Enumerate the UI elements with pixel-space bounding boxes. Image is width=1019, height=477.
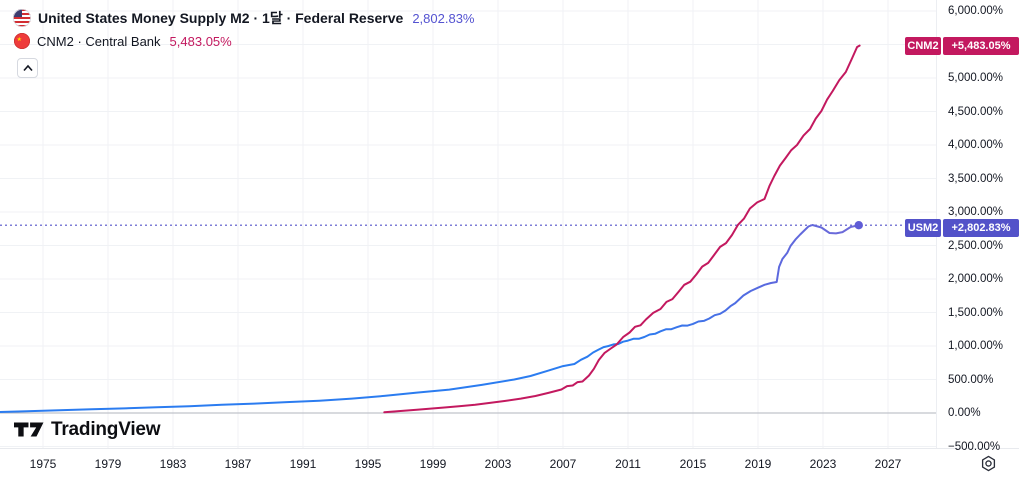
time-axis-border	[0, 448, 1019, 449]
series-value-usm2: 2,802.83%	[412, 10, 475, 26]
usm2-badge-value: +2,802.83%	[943, 219, 1019, 238]
time-axis-label: 1979	[94, 457, 122, 471]
time-axis-label: 1983	[159, 457, 187, 471]
series-title-usm2: United States Money Supply M2 · 1달 · Fed…	[38, 10, 404, 26]
time-axis-label: 2015	[679, 457, 707, 471]
time-axis-label: 1995	[354, 457, 382, 471]
time-axis-label: 2003	[484, 457, 512, 471]
series-value-cnm2: 5,483.05%	[169, 33, 232, 49]
tradingview-logo-text: TradingView	[51, 418, 161, 440]
time-axis-label: 2007	[549, 457, 577, 471]
time-axis-label: 2019	[744, 457, 772, 471]
cnm2-badge-symbol: CNM2	[905, 36, 941, 55]
usm2-price-badge: USM2 +2,802.83%	[905, 219, 1019, 238]
price-axis-label: −500.00%	[948, 440, 1001, 453]
price-axis-label: 6,000.00%	[948, 5, 1003, 17]
time-axis-label: 1999	[419, 457, 447, 471]
price-axis-label: 1,000.00%	[948, 340, 1003, 352]
price-scale-settings-icon[interactable]	[977, 452, 999, 474]
time-axis-label: 1991	[289, 457, 317, 471]
price-axis-label: 500.00%	[948, 373, 994, 386]
time-axis-label: 2027	[874, 457, 902, 471]
cnm2-price-badge: CNM2 +5,483.05%	[905, 36, 1019, 55]
time-axis-label: 1987	[224, 457, 252, 471]
price-axis-label: 4,000.00%	[948, 139, 1003, 151]
cnm2-series-line	[383, 44, 861, 414]
tradingview-logo-icon	[14, 422, 44, 437]
time-axis-label: 2011	[615, 457, 641, 471]
price-axis-label: 3,500.00%	[948, 172, 1003, 185]
usm2-last-point-dot	[854, 221, 863, 230]
us-flag-icon	[13, 9, 31, 27]
usm2-series-line	[0, 224, 860, 413]
tradingview-logo[interactable]: TradingView	[14, 417, 161, 442]
legend-item-cnm2[interactable]: CNM2 · Central Bank 5,483.05%	[14, 33, 232, 49]
price-axis-label: 4,500.00%	[948, 105, 1003, 118]
price-axis-label: 0.00%	[948, 407, 981, 419]
china-flag-icon	[14, 33, 30, 49]
price-axis-label: 2,500.00%	[948, 239, 1003, 252]
cnm2-badge-value: +5,483.05%	[943, 36, 1019, 55]
price-axis-label: 2,000.00%	[948, 273, 1003, 285]
chevron-up-icon	[22, 64, 33, 72]
series-title-cnm2: CNM2 · Central Bank	[37, 33, 161, 49]
time-axis-label: 2023	[809, 457, 837, 471]
price-axis-label: 5,000.00%	[948, 72, 1003, 84]
collapse-legend-button[interactable]	[17, 58, 38, 78]
price-axis-label: 1,500.00%	[948, 306, 1003, 319]
price-axis-label: 3,000.00%	[948, 206, 1003, 218]
legend-item-usm2[interactable]: United States Money Supply M2 · 1달 · Fed…	[13, 8, 475, 28]
time-axis-label: 1975	[29, 457, 57, 471]
usm2-badge-symbol: USM2	[905, 219, 941, 238]
